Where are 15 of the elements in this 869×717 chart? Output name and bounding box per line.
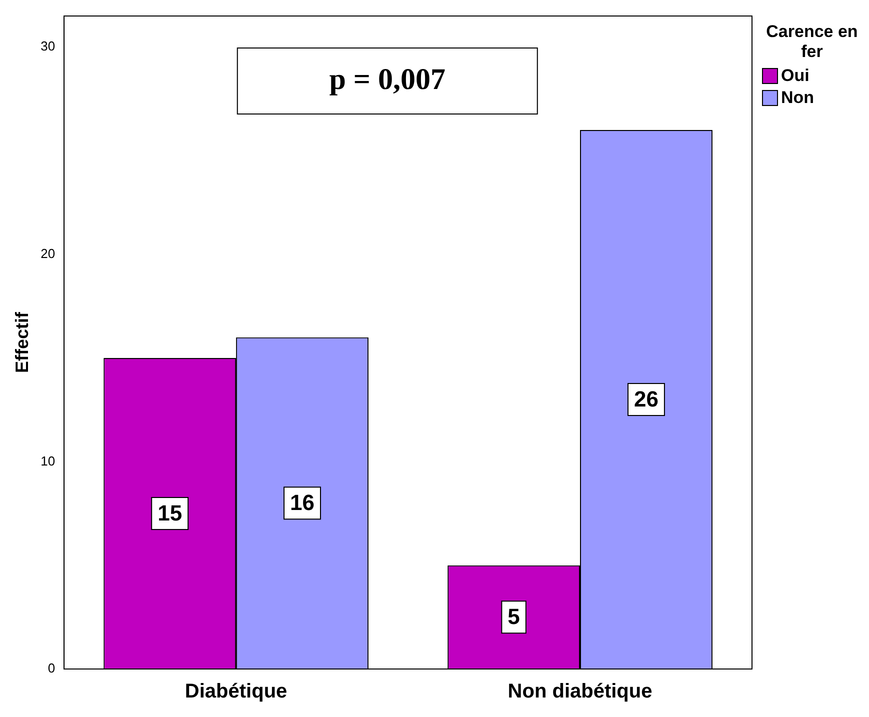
y-tick-label: 20 bbox=[40, 246, 56, 261]
legend-label: Oui bbox=[781, 66, 810, 86]
data-label: 15 bbox=[158, 500, 182, 526]
data-label: 5 bbox=[508, 604, 520, 630]
y-tick-label: 0 bbox=[48, 660, 56, 676]
y-tick-label: 10 bbox=[40, 453, 56, 468]
annotation: p = 0,007 bbox=[329, 62, 446, 96]
y-tick-label: 30 bbox=[40, 38, 56, 54]
y-axis-title: Effectif bbox=[12, 310, 32, 374]
legend-title: Carence en fer bbox=[765, 22, 859, 62]
x-tick-label: Diabétique bbox=[184, 680, 288, 703]
x-tick-label: Non diabétique bbox=[508, 680, 652, 703]
legend-label: Non bbox=[781, 88, 814, 108]
data-label: 26 bbox=[634, 386, 658, 412]
data-label: 16 bbox=[290, 490, 314, 516]
